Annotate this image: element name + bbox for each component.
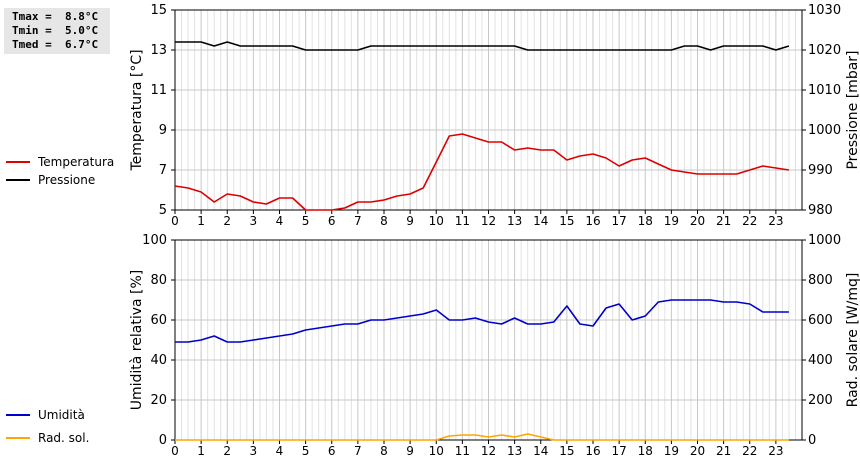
stats-box: Tmax = 8.8°C Tmin = 5.0°C Tmed = 6.7°C: [4, 8, 110, 54]
y2-tick-label: 1000: [808, 233, 841, 248]
y2-tick-label: 990: [808, 163, 833, 178]
x-tick-label: 6: [328, 214, 336, 228]
tmin-text: Tmin = 5.0°C: [12, 24, 99, 37]
series-line-pressione: [175, 41, 790, 51]
y-tick-label: 9: [159, 123, 167, 138]
y-tick-label: 0: [159, 433, 167, 448]
y-tick-label: 80: [150, 273, 167, 288]
y2-axis-label: Pressione [mbar]: [845, 50, 860, 169]
x-tick-label: 2: [223, 444, 231, 458]
y2-axis-label: Rad. solare [W/mq]: [845, 273, 860, 408]
x-tick-label: 17: [611, 214, 626, 228]
x-tick-label: 5: [302, 214, 310, 228]
x-tick-label: 2: [223, 214, 231, 228]
x-tick-label: 10: [429, 444, 444, 458]
legend-label-temperatura: Temperatura: [37, 155, 114, 169]
chart-panel-2: 0 1 2 3 4 5 6 7 8 9 10 11 12 13 14 15 16 17 18 19 20 21 22 2302…: [6, 233, 860, 458]
legend-label-umidit: Umidità: [38, 408, 85, 422]
x-tick-label: 11: [455, 214, 470, 228]
x-tick-label: 22: [742, 444, 757, 458]
x-tick-label: 12: [481, 444, 496, 458]
x-tick-label: 19: [664, 444, 679, 458]
y-tick-label: 7: [159, 163, 167, 178]
y-tick-label: 100: [142, 233, 167, 248]
x-tick-label: 3: [250, 214, 258, 228]
y-tick-label: 60: [150, 313, 167, 328]
x-tick-label: 12: [481, 214, 496, 228]
x-tick-label: 0: [171, 214, 179, 228]
x-tick-label: 23: [768, 214, 783, 228]
x-tick-label: 7: [354, 444, 362, 458]
x-tick-label: 1: [197, 214, 205, 228]
series-line-rad-sol: [175, 433, 789, 441]
x-tick-label: 17: [611, 444, 626, 458]
y2-tick-label: 200: [808, 393, 833, 408]
tmax-text: Tmax = 8.8°C: [12, 10, 99, 23]
tmed-text: Tmed = 6.7°C: [12, 38, 99, 51]
series-line-temperatura: [174, 133, 790, 211]
y2-tick-label: 980: [808, 203, 833, 218]
x-tick-label: 14: [533, 444, 548, 458]
x-tick-label: 21: [716, 444, 731, 458]
x-tick-label: 16: [585, 444, 600, 458]
y-tick-label: 20: [150, 393, 167, 408]
x-tick-label: 20: [690, 444, 705, 458]
x-tick-label: 11: [455, 444, 470, 458]
x-tick-label: 19: [664, 214, 679, 228]
y2-tick-label: 1020: [808, 43, 841, 58]
y-tick-label: 11: [150, 83, 167, 98]
y-tick-label: 13: [150, 43, 167, 58]
x-tick-label: 4: [276, 444, 284, 458]
x-tick-label: 23: [768, 444, 783, 458]
x-tick-label: 18: [638, 214, 653, 228]
y2-tick-label: 1010: [808, 83, 841, 98]
x-tick-label: 1: [197, 444, 205, 458]
y2-tick-label: 400: [808, 353, 833, 368]
x-tick-label: 4: [276, 214, 284, 228]
x-tick-label: 13: [507, 214, 522, 228]
x-tick-label: 14: [533, 214, 548, 228]
x-tick-label: 20: [690, 214, 705, 228]
y2-tick-label: 1030: [808, 3, 841, 18]
y-axis-label: Umidità relativa [%]: [129, 270, 145, 411]
y-tick-label: 40: [150, 353, 167, 368]
x-tick-label: 10: [429, 214, 444, 228]
y2-tick-label: 1000: [808, 123, 841, 138]
x-tick-label: 8: [380, 444, 388, 458]
x-tick-label: 9: [406, 444, 414, 458]
legend-label-pressione: Pressione: [38, 173, 95, 187]
y-tick-label: 5: [159, 203, 167, 218]
x-tick-label: 0: [171, 444, 179, 458]
legend-label-rad-sol: Rad. sol.: [38, 431, 89, 445]
y2-tick-label: 600: [808, 313, 833, 328]
x-tick-label: 6: [328, 444, 336, 458]
x-tick-label: 9: [406, 214, 414, 228]
x-tick-label: 15: [559, 444, 574, 458]
x-tick-label: 5: [302, 444, 310, 458]
y2-tick-label: 800: [808, 273, 833, 288]
chart-panel-1: 0 1 2 3 4 5 6 7 8 9 10 11 12 13 14 15 16 17 18 19 20 21 22 2357…: [6, 3, 860, 228]
y-axis-label: Temperatura [°C]: [129, 49, 145, 171]
x-tick-label: 3: [250, 444, 258, 458]
x-tick-label: 18: [638, 444, 653, 458]
x-tick-label: 7: [354, 214, 362, 228]
y2-tick-label: 0: [808, 433, 816, 448]
x-tick-label: 13: [507, 444, 522, 458]
x-tick-label: 8: [380, 214, 388, 228]
y-tick-label: 15: [150, 3, 167, 18]
series-line-umidit: [175, 299, 789, 343]
x-tick-label: 16: [585, 214, 600, 228]
x-tick-label: 22: [742, 214, 757, 228]
x-tick-label: 21: [716, 214, 731, 228]
x-tick-label: 15: [559, 214, 574, 228]
